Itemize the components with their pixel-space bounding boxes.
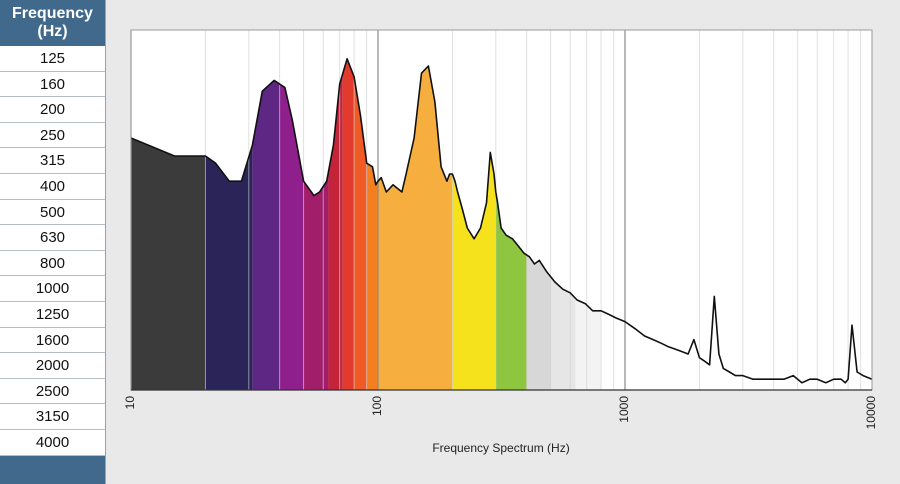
spectrum-chart-svg: 10 100 1000 10000 Frequency Spectrum (Hz): [123, 29, 878, 455]
frequency-row: 4000: [0, 430, 105, 456]
area-above-curve: [131, 30, 872, 383]
vertical-grid: [130, 30, 862, 390]
spectrum-line: [130, 58, 873, 384]
spectrum-chart: 10 100 1000 10000 Frequency Spectrum (Hz): [106, 0, 900, 484]
frequency-row: 2000: [0, 353, 105, 379]
x-tick-labels: 10 100 1000 10000: [123, 396, 878, 430]
frequency-row: 315: [0, 148, 105, 174]
x-tick-label: 10: [123, 396, 137, 410]
x-axis-label: Frequency Spectrum (Hz): [432, 441, 569, 455]
frequency-row: 160: [0, 72, 105, 98]
frequency-table-header: Frequency (Hz): [0, 0, 105, 46]
frequency-row: 250: [0, 123, 105, 149]
x-tick-label: 100: [370, 396, 384, 416]
frequency-row: 400: [0, 174, 105, 200]
frequency-table-footer: [0, 456, 105, 484]
frequency-row: 800: [0, 251, 105, 277]
frequency-table-rows: 125 160 200 250 315 400 500 630 800 1000 1250 1600 2…: [0, 46, 105, 456]
frequency-row: 125: [0, 46, 105, 72]
frequency-row: 3150: [0, 404, 105, 430]
frequency-table: Frequency (Hz) 125 160 200 250 315 400 500 630 8…: [0, 0, 106, 484]
frequency-band: [342, 30, 355, 390]
frequency-row: 1000: [0, 276, 105, 302]
axes: [130, 29, 873, 391]
frequency-band: [366, 30, 378, 390]
frequency-row: 200: [0, 97, 105, 123]
frequency-row: 500: [0, 200, 105, 226]
curve-mask: [131, 30, 872, 383]
spectrum-curve: [130, 58, 873, 384]
frequency-row: 2500: [0, 379, 105, 405]
frequency-row: 1600: [0, 328, 105, 354]
x-tick-label: 1000: [617, 396, 631, 423]
frequency-row: 1250: [0, 302, 105, 328]
x-tick-label: 10000: [864, 396, 878, 430]
frequency-row: 630: [0, 225, 105, 251]
